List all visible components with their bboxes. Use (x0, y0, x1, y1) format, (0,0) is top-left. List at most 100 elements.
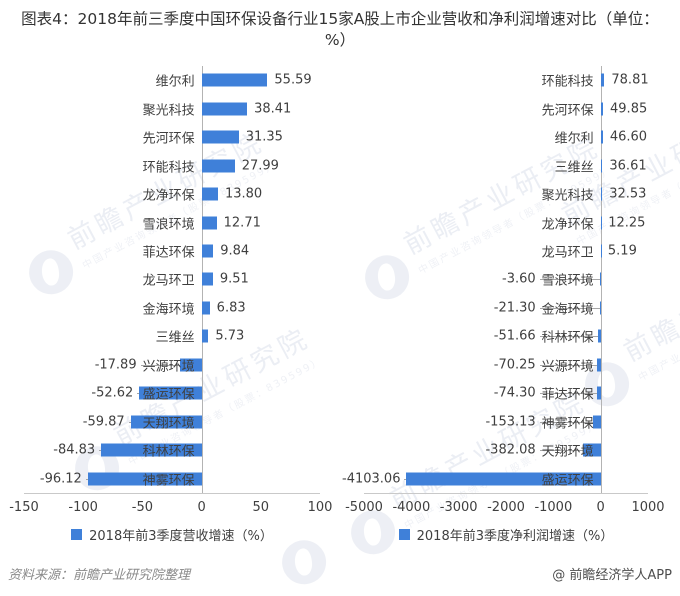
leader-line (539, 307, 601, 309)
credit-note: @ 前瞻经济学人APP (552, 568, 672, 583)
footer: 资料来源：前瞻产业研究院整理 @ 前瞻经济学人APP (0, 564, 680, 583)
category-label: 维尔利 (554, 131, 594, 147)
bar-row: 天翔环境 -382.08 (364, 436, 648, 464)
value-label: 55.59 (274, 72, 312, 88)
value-label: 9.51 (219, 271, 249, 287)
category-label: 神雾环保 (142, 473, 195, 489)
bar (600, 159, 603, 173)
axis-tick-label: 0 (596, 500, 605, 515)
bar-row: 菲达环保 -74.30 (364, 379, 648, 407)
bar-row: 盛运环保 -52.62 (24, 379, 320, 407)
value-label: 5.73 (215, 328, 245, 344)
bar (600, 130, 603, 144)
bar-row: 聚光科技 32.53 (364, 180, 648, 208)
value-label: 5.19 (607, 243, 637, 259)
charts-area: 维尔利 55.59 聚光科技 38.41 先河环保 31.35 环能科技 27.99 龙净环保 1… (0, 66, 680, 544)
category-label: 环能科技 (541, 74, 594, 90)
bar (599, 301, 601, 315)
bar-row: 龙净环保 12.25 (364, 208, 648, 236)
value-label: -70.25 (493, 357, 536, 373)
bar (600, 216, 602, 230)
bar (201, 329, 209, 343)
category-label: 盛运环保 (541, 473, 594, 489)
axis-tick-label: 0 (197, 500, 206, 515)
plot-area: 维尔利 55.59 聚光科技 38.41 先河环保 31.35 环能科技 27.99 龙净环保 1… (24, 66, 320, 494)
bar-row: 维尔利 46.60 (364, 123, 648, 151)
bar-row: 盛运环保 -4103.06 (342, 465, 648, 493)
bar-row: 金海环境 -21.30 (364, 294, 648, 322)
bar-row: 雪浪环境 12.71 (24, 208, 320, 236)
bar-row: 环能科技 78.81 (364, 66, 649, 94)
bar (593, 415, 601, 429)
bar-row: 菲达环保 9.84 (24, 237, 320, 265)
category-label: 金海环境 (541, 302, 594, 318)
category-label: 天翔环境 (541, 444, 594, 460)
category-label: 科林环保 (142, 444, 195, 460)
bar-row: 兴源环境 -70.25 (364, 351, 648, 379)
value-label: -153.13 (485, 414, 536, 430)
value-label: 32.53 (609, 186, 647, 202)
category-label: 兴源环境 (541, 359, 594, 375)
bar (201, 216, 217, 230)
value-label: -59.87 (82, 414, 125, 430)
bar (201, 73, 268, 87)
x-axis-ticks: -150 -100 -50 0 50 100 (9, 494, 332, 518)
bar-row: 龙净环保 13.80 (24, 180, 320, 208)
value-label: -51.66 (493, 328, 536, 344)
bar (582, 443, 601, 457)
bar (597, 358, 601, 372)
category-label: 聚光科技 (541, 188, 594, 204)
bar (201, 159, 235, 173)
category-label: 金海环境 (142, 302, 195, 318)
category-label: 神雾环保 (541, 416, 594, 432)
value-label: 78.81 (611, 72, 649, 88)
value-label: 27.99 (241, 158, 279, 174)
axis-tick-label: -50 (131, 500, 154, 515)
value-label: 12.71 (223, 215, 261, 231)
leader-line (539, 393, 601, 395)
bar (180, 358, 202, 372)
value-label: 36.61 (609, 158, 647, 174)
bar (597, 386, 601, 400)
leader-line (539, 450, 601, 452)
value-label: -74.30 (493, 385, 536, 401)
category-label: 雪浪环境 (541, 273, 594, 289)
value-label: -84.83 (53, 442, 96, 458)
page-title: 图表4：2018年前三季度中国环保设备行业15家A股上市企业营收和净利润增速对比… (21, 10, 659, 50)
axis-tick-label: 50 (252, 500, 270, 515)
bar-row: 龙马环卫 9.51 (24, 265, 320, 293)
x-axis-ticks: -5000 -4000 -3000 -2000 -1000 0 1000 (345, 494, 664, 518)
category-label: 龙净环保 (142, 188, 195, 204)
bar-row: 神雾环保 -153.13 (364, 408, 648, 436)
legend-label: 2018年前3季度营收增速（%） (89, 529, 273, 544)
category-label: 三维丝 (155, 330, 195, 346)
value-label: -4103.06 (342, 471, 401, 487)
value-label: -17.89 (94, 357, 137, 373)
axis-tick-label: -1000 (534, 500, 573, 515)
zero-axis-line (600, 66, 602, 493)
net-profit-growth-chart: 环能科技 78.81 先河环保 49.85 维尔利 46.60 三维丝 36.61 聚光科技 32… (342, 66, 665, 544)
bar (201, 272, 213, 286)
leader-line (539, 364, 601, 366)
value-label: -96.12 (39, 471, 82, 487)
value-label: 49.85 (610, 101, 648, 117)
value-label: -3.60 (502, 271, 536, 287)
bar (139, 386, 202, 400)
source-note: 资料来源：前瞻产业研究院整理 (8, 568, 191, 583)
axis-tick-label: -4000 (392, 500, 431, 515)
bar (600, 187, 603, 201)
bar-row: 科林环保 -84.83 (24, 436, 320, 464)
bar (201, 102, 248, 116)
axis-tick-label: 1000 (631, 500, 665, 515)
category-label: 天翔环境 (142, 416, 195, 432)
category-label: 盛运环保 (142, 387, 195, 403)
value-label: 12.25 (608, 215, 646, 231)
leader-line (539, 336, 601, 338)
bar-row: 三维丝 36.61 (364, 151, 648, 179)
leader-line (140, 364, 202, 366)
category-label: 兴源环境 (142, 359, 195, 375)
legend: 2018年前3季度净利润增速（%） (364, 525, 648, 544)
legend: 2018年前3季度营收增速（%） (24, 525, 320, 544)
bar-row: 先河环保 31.35 (24, 123, 320, 151)
